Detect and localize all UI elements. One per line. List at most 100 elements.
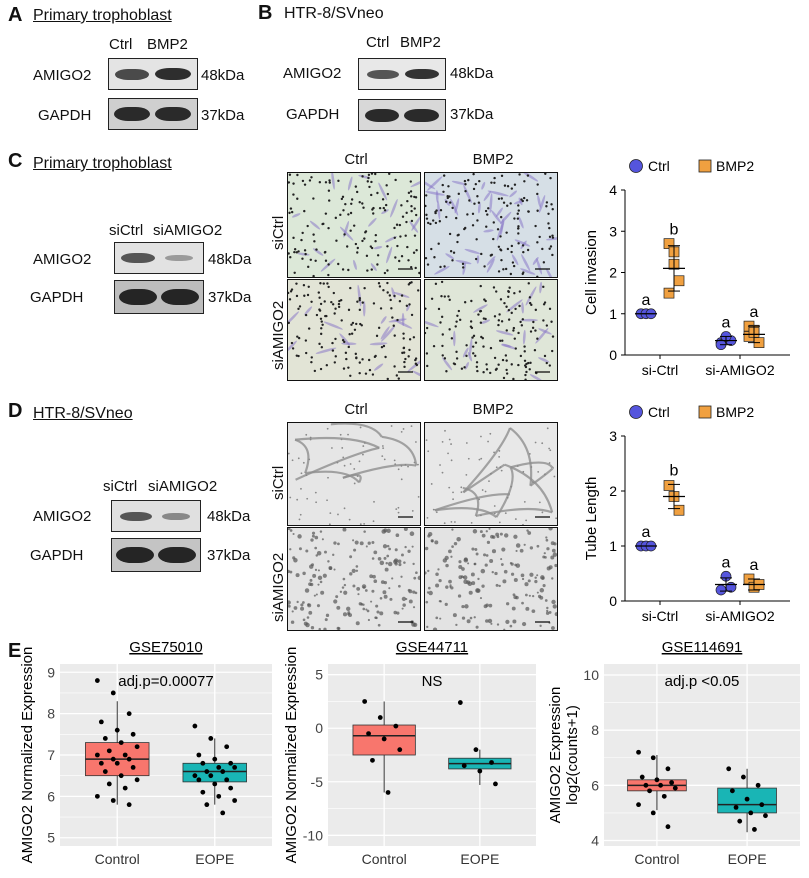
pore-dot [474,257,478,261]
pore-dot [303,249,307,252]
pore-dot [511,261,515,264]
pore-dot [328,199,331,202]
pore-dot [440,294,443,298]
pore-dot [343,233,346,236]
cell-dot [498,455,501,458]
cell-dot [539,588,545,593]
data-point [98,760,104,766]
cell-dot [311,531,316,535]
cell-dot [303,621,308,626]
pore-dot [296,335,299,338]
pore-dot [292,236,295,240]
pore-dot [471,212,475,216]
pore-dot [381,198,385,201]
cell-dot [435,616,439,620]
cell-streak [521,173,539,182]
cell-streak [427,176,443,191]
pore-dot [519,354,523,358]
pore-dot [518,173,521,176]
x-tick-label: si-AMIGO2 [705,362,774,378]
pore-dot [327,263,330,266]
bmp2-point [673,275,685,287]
pore-dot [356,251,359,254]
cell-dot [458,564,463,570]
pore-dot [457,309,461,313]
pore-dot [527,210,530,213]
cell-streak [369,342,388,346]
pore-dot [425,217,429,220]
pore-dot [399,235,402,238]
pore-dot [482,371,485,374]
y-axis-label: Cell invasion [583,230,600,315]
data-point [102,736,108,741]
pore-dot [441,333,444,336]
cell-dot [402,603,406,607]
pore-dot [304,252,307,256]
cell-dot [548,462,551,464]
pore-dot [479,321,483,324]
pore-dot [518,290,522,293]
cell-streak [522,329,526,345]
cell-dot [417,496,420,498]
data-point [134,777,140,783]
cell-dot [371,557,375,560]
pore-dot [434,210,437,214]
pore-dot [479,284,482,288]
cell-dot [374,616,377,620]
pore-dot [341,268,345,271]
pore-dot [426,364,429,368]
data-point [200,789,206,795]
panel-label-e: E [8,640,22,662]
pore-dot [510,311,513,315]
pore-dot [386,269,389,272]
cell-dot [484,563,488,567]
cell-dot [489,558,494,563]
pore-dot [295,354,299,357]
pore-dot [310,360,313,364]
cell-dot [501,547,506,552]
legend-bmp2-label: BMP2 [716,158,754,174]
pore-dot [470,299,473,303]
cell-dot [437,568,440,571]
gse114691-boxplot: GSE114691 4 6 8 10 Control EOPE adj.p <0.05 AMIG… [548,639,800,867]
box [182,762,247,783]
cell-dot [453,541,458,546]
pore-dot [361,301,364,304]
cell-dot [362,453,364,456]
pore-dot [477,313,480,316]
pore-dot [473,202,476,205]
cell-dot [543,552,546,555]
pore-dot [482,317,486,320]
cell-dot [496,535,500,539]
cell-dot [354,540,359,545]
cell-dot [522,523,524,525]
pore-dot [549,176,552,180]
cell-dot [317,575,323,581]
panel-label-a: A [8,4,23,26]
western-blot-amigo2 [108,58,198,90]
data-point [393,723,399,729]
pore-dot [474,341,478,344]
cell-streak [386,246,393,264]
cell-dot [328,566,333,570]
cell-dot [372,574,376,579]
cell-dot [438,599,442,603]
pore-dot [380,345,384,349]
pore-dot [482,345,485,348]
pore-dot [344,202,347,206]
y-tick-label: 3 [609,428,617,444]
pore-dot [526,174,530,177]
cell-dot [299,513,302,516]
cell-streak [292,213,301,218]
pore-dot [497,270,501,273]
pore-dot [333,361,336,364]
pore-dot [523,350,526,353]
lane-bmp2: BMP2 [400,34,441,51]
cell-dot [319,580,323,584]
cell-dot [548,528,553,531]
cell-dot [548,610,552,614]
cell-streak [486,258,495,273]
pore-dot [374,240,377,243]
pore-dot [318,342,321,346]
cell-dot [444,555,449,561]
